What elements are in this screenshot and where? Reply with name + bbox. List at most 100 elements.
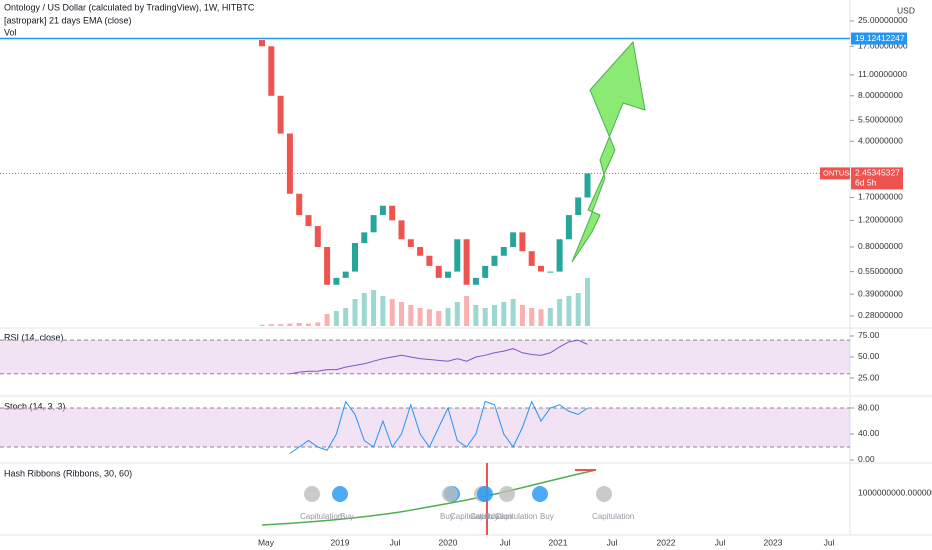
candle	[472, 277, 479, 285]
y-tick-label: 50.00	[858, 351, 880, 361]
candle	[333, 277, 340, 285]
y-tick-label: 4.00000000	[858, 136, 903, 146]
volume-bar	[557, 299, 563, 326]
signal-dot	[332, 486, 348, 502]
x-tick-label: 2020	[439, 537, 458, 547]
volume-bar	[529, 308, 535, 326]
candle	[519, 232, 526, 252]
hash-signal-label: Capitulation	[470, 512, 512, 521]
volume-bar	[566, 296, 572, 326]
hash-signal-label: Buy	[540, 512, 554, 521]
volume-bar	[501, 302, 507, 326]
indicator-line	[289, 400, 588, 454]
x-tick-label: 2022	[657, 537, 676, 547]
volume-bar	[343, 308, 349, 326]
volume-bar	[333, 311, 339, 326]
signal-dot	[499, 486, 515, 502]
candle	[296, 193, 303, 216]
indicator-line	[289, 339, 588, 375]
volume-bar	[268, 324, 274, 326]
hash-axis-label: 1000000000.00000000	[858, 487, 932, 497]
volume-bar	[473, 305, 479, 326]
volume-bar	[361, 293, 367, 326]
y-tick-label: 1.20000000	[858, 215, 903, 225]
y-tick-label: 8.00000000	[858, 90, 903, 100]
hash-signal-label: Buy	[440, 512, 454, 521]
hash-signal-label: Capitulation	[592, 512, 634, 521]
candle	[417, 246, 424, 256]
signal-dot	[477, 486, 493, 502]
candle	[500, 246, 507, 256]
y-tick-label: 0.80000000	[858, 241, 903, 251]
x-tick-label: 2021	[549, 537, 568, 547]
band	[0, 340, 850, 374]
x-tick-label: 2019	[331, 537, 350, 547]
volume-bar	[417, 308, 423, 326]
candle	[407, 239, 414, 247]
volume-bar	[352, 299, 358, 326]
volume-bar	[436, 311, 442, 326]
candle	[389, 205, 396, 221]
candle	[556, 239, 563, 272]
y-tick-label: 80.00	[858, 402, 880, 412]
symbol-tag	[820, 167, 850, 180]
signal-dot	[596, 486, 612, 502]
y-tick-label: 11.00000000	[858, 69, 907, 79]
volume-bar	[287, 323, 293, 326]
candle	[370, 215, 377, 233]
candle	[575, 197, 582, 216]
y-tick-label: 0.55000000	[858, 266, 903, 276]
x-tick-label: Jul	[607, 537, 618, 547]
indicator-label: [astropark] 21 days EMA (close)	[4, 15, 132, 25]
volume-bar	[454, 302, 460, 326]
y-tick-label: 1.70000000	[858, 192, 903, 202]
volume-bar	[464, 296, 470, 326]
x-tick-label: 2023	[764, 537, 783, 547]
volume-bar	[306, 323, 311, 326]
volume-bar	[426, 309, 432, 326]
hash-signal-label: Capitulation	[495, 512, 537, 521]
volume-bar	[575, 293, 581, 326]
volume-bar	[399, 302, 404, 326]
volume-bar	[315, 322, 321, 326]
volume-bar	[389, 299, 395, 326]
y-tick-label: 0.39000000	[858, 288, 903, 298]
candle	[268, 46, 275, 96]
y-tick-label: 75.00	[858, 330, 880, 340]
candle	[463, 239, 470, 285]
y-tick-label: 25.00000000	[858, 15, 908, 25]
last-price-label: 2.45345327	[855, 168, 900, 178]
y-tick-label: 5.50000000	[858, 115, 903, 125]
volume-bar	[538, 309, 544, 326]
volume-bar	[482, 308, 488, 326]
x-tick-label: Jul	[715, 537, 726, 547]
hash-signal-label: Capitulation	[450, 512, 492, 521]
candle	[259, 40, 265, 47]
candle	[352, 243, 358, 272]
y-tick-label: 17.00000000	[858, 41, 908, 51]
volume-bar	[492, 305, 497, 326]
x-tick-label: Jul	[824, 537, 835, 547]
rsi-title: RSI (14, close)	[4, 332, 64, 342]
countdown-label: 6d 5h	[855, 178, 877, 188]
x-tick-label: May	[258, 537, 275, 547]
candle	[324, 246, 331, 285]
candle	[584, 173, 591, 198]
volume-bar	[510, 299, 516, 326]
x-tick-label: Jul	[500, 537, 511, 547]
volume-bar	[408, 305, 414, 326]
candle	[342, 271, 349, 278]
y-tick-label: 0.28000000	[858, 310, 903, 320]
volume-bar	[519, 305, 525, 326]
hline-tag	[851, 32, 907, 45]
volume-bar	[585, 278, 590, 326]
candle	[379, 205, 386, 216]
volume-label: Vol	[4, 27, 17, 37]
hline-label: 19.12412247	[855, 33, 905, 43]
candle	[538, 265, 544, 272]
candle	[510, 232, 517, 247]
candle	[277, 95, 284, 134]
volume-bar	[547, 308, 553, 326]
candle	[491, 255, 498, 266]
